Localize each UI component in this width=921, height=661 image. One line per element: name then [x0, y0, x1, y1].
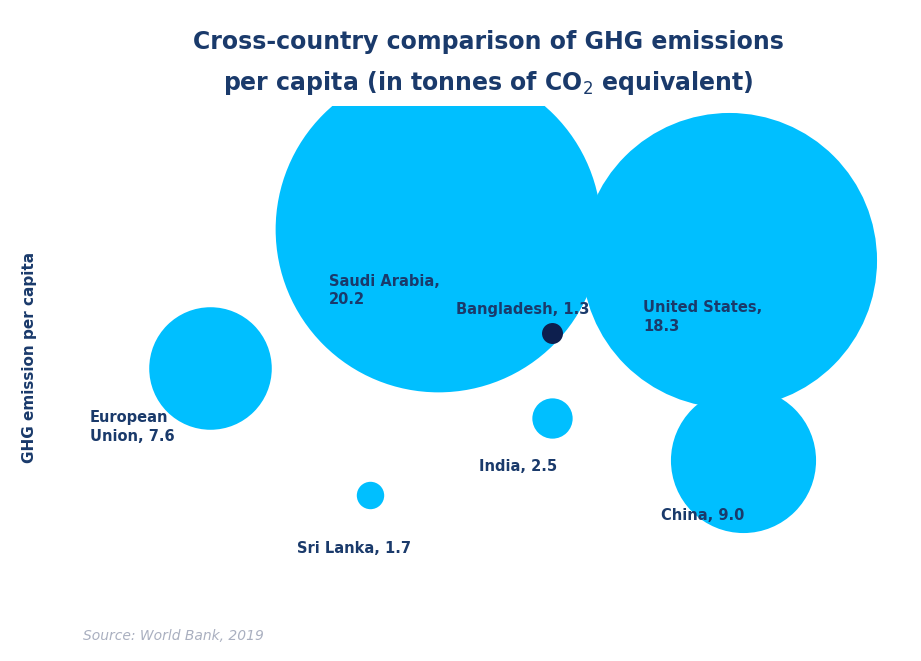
Point	[722, 254, 737, 265]
Text: Bangladesh, 1.3: Bangladesh, 1.3	[456, 303, 589, 317]
Text: China, 9.0: China, 9.0	[661, 508, 744, 524]
Point	[544, 412, 559, 424]
Point	[362, 490, 377, 500]
Text: India, 2.5: India, 2.5	[479, 459, 557, 474]
Point	[736, 455, 751, 466]
Text: Sri Lanka, 1.7: Sri Lanka, 1.7	[297, 541, 411, 557]
Point	[431, 224, 446, 235]
Point	[544, 328, 559, 338]
Point	[203, 363, 217, 373]
Text: United States,
18.3: United States, 18.3	[643, 300, 763, 334]
Text: European
Union, 7.6: European Union, 7.6	[90, 410, 175, 444]
Text: Cross-country comparison of GHG emissions: Cross-country comparison of GHG emission…	[192, 30, 784, 54]
Text: GHG emission per capita: GHG emission per capita	[22, 251, 37, 463]
Text: Source: World Bank, 2019: Source: World Bank, 2019	[83, 629, 263, 643]
Text: per capita (in tonnes of CO$_2$ equivalent): per capita (in tonnes of CO$_2$ equivale…	[223, 69, 753, 97]
Text: Saudi Arabia,
20.2: Saudi Arabia, 20.2	[329, 274, 439, 307]
